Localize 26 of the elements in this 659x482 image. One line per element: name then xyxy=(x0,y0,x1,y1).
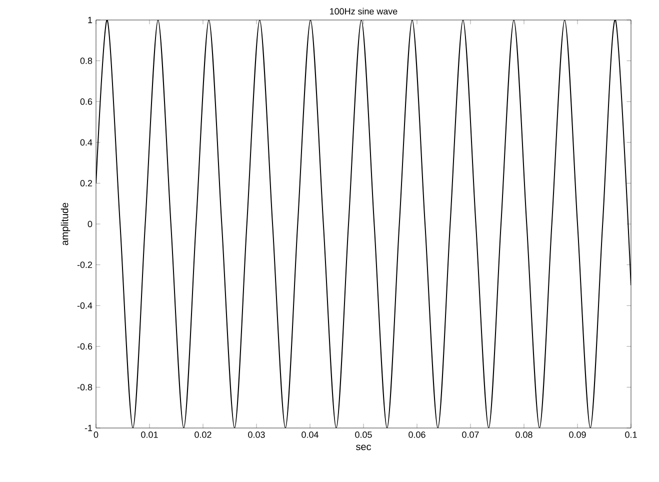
x-tick-label: 0.1 xyxy=(625,432,637,438)
x-axis-title: sec xyxy=(356,444,371,450)
x-tick-label: 0.03 xyxy=(248,432,265,438)
y-tick-label: 0 xyxy=(88,220,92,228)
y-tick-label: 0.2 xyxy=(80,180,92,186)
x-tick-label: 0.06 xyxy=(408,432,426,438)
line-series xyxy=(96,20,632,428)
x-tick-label: 0.04 xyxy=(302,432,318,438)
x-tick-label: 0.01 xyxy=(141,432,158,438)
x-tick-label: 0.09 xyxy=(569,432,586,438)
y-tick-label: 0.4 xyxy=(80,139,92,146)
y-axis-title: amplitude xyxy=(60,202,70,246)
y-tick-label: -0.4 xyxy=(77,302,92,309)
x-tick-label: 0.07 xyxy=(462,432,479,438)
y-tick-label: 0.8 xyxy=(80,58,92,64)
y-tick-label: 1 xyxy=(88,16,92,24)
x-tick-label: 0 xyxy=(94,432,98,438)
y-tick-label: -0.8 xyxy=(77,384,92,390)
y-tick-label: -0.6 xyxy=(77,343,92,350)
chart-title: 100Hz sine wave xyxy=(330,8,398,15)
x-tick-label: 0.05 xyxy=(355,432,372,438)
x-tick-label: 0.02 xyxy=(194,432,212,438)
y-tick-label: -1 xyxy=(84,424,92,432)
y-tick-label: -0.2 xyxy=(77,262,92,268)
y-tick-label: 0.6 xyxy=(80,98,92,105)
x-tick-label: 0.08 xyxy=(516,432,532,438)
